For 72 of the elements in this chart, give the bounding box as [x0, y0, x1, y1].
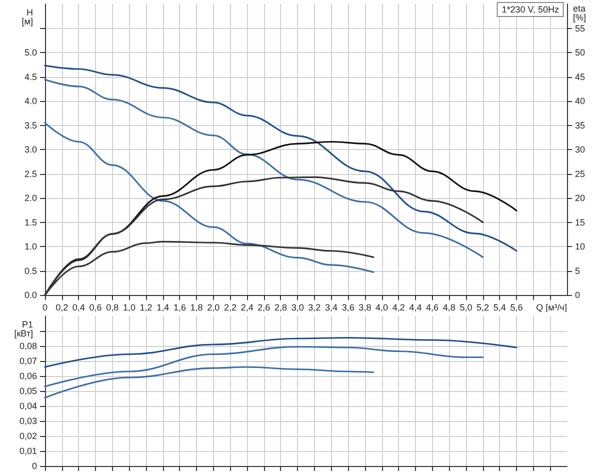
x-tick-label: 3,2 [308, 302, 321, 312]
y-tick-label: 2.5 [24, 168, 37, 179]
x-tick-label: 0,6 [89, 302, 102, 312]
x-tick-label: 5,6 [510, 302, 523, 312]
x-tick-label: 4,6 [426, 302, 439, 312]
y-tick-label: 4.0 [24, 96, 37, 106]
y-tick-label: 1.0 [24, 242, 37, 252]
x-tick-label: 3,4 [325, 302, 338, 312]
x-tick-label: 5,0 [460, 302, 472, 312]
y2-tick-label: 20 [575, 193, 586, 203]
chart-title: 1*230 V, 50Hz [502, 4, 560, 14]
x-tick-label: 1,2 [140, 302, 152, 312]
x-tick-label: 2,6 [258, 302, 270, 312]
y2-tick-label: 40 [575, 96, 586, 106]
line-series [44, 122, 374, 274]
x-tick-label: 1,0 [122, 302, 136, 312]
line-series [44, 346, 484, 388]
y-tick-label: 0.5 [24, 266, 37, 276]
y2-tick-label: 45 [575, 72, 586, 82]
line-series [44, 64, 518, 252]
x-tick-label: 3,6 [342, 302, 354, 312]
y-tick-label: 0 [32, 461, 37, 471]
x-tick-label: 5,4 [493, 302, 506, 312]
y2-tick-label: 55 [575, 23, 586, 34]
y-tick-label: 0,07 [19, 356, 37, 366]
x-tick-label: 3,8 [358, 302, 372, 312]
y-tick-label: 4.5 [24, 72, 37, 82]
line-series [44, 78, 484, 258]
y2-tick-label: 0 [575, 290, 580, 300]
y-tick-label: 3.0 [24, 144, 37, 154]
y-tick-label: 0,01 [19, 446, 37, 456]
y-axis-title: P1 [кВт] [14, 320, 33, 338]
x-tick-label: 4,0 [376, 302, 388, 312]
y-tick-label: 1.5 [24, 217, 37, 228]
y-tick-label: 0,06 [19, 371, 37, 381]
y-axis-title: H [м] [22, 8, 33, 26]
y-tick-label: 3.5 [24, 120, 37, 130]
y-tick-label: 5.0 [24, 48, 37, 58]
x-tick-label: 4,4 [409, 302, 422, 312]
y2-axis-title: eta [%] [573, 4, 586, 22]
x-tick-label: 0,8 [106, 302, 119, 312]
line-series [44, 366, 374, 399]
y-tick-label: 0,02 [19, 431, 37, 441]
y-tick-label: 0,03 [19, 416, 37, 426]
y2-tick-label: 10 [575, 242, 586, 252]
x-tick-label: 4,2 [392, 302, 405, 312]
y2-tick-label: 50 [575, 48, 586, 58]
x-axis-title: Q [м³/ч] [536, 302, 567, 312]
x-tick-label: 5,2 [476, 302, 490, 312]
y-tick-label: 0.0 [24, 290, 37, 300]
x-tick-label: 1,4 [156, 302, 170, 312]
x-tick-label: 0,2 [56, 302, 68, 312]
x-tick-label: 4,8 [442, 302, 456, 312]
x-tick-label: 0,4 [72, 302, 85, 312]
y2-tick-label: 25 [575, 168, 586, 179]
x-tick-label: 2,8 [274, 302, 287, 312]
x-tick-label: 0 [42, 302, 48, 312]
y-tick-label: 0,04 [19, 401, 37, 411]
x-tick-label: 2,0 [207, 302, 220, 312]
x-tick-label: 2,2 [224, 302, 236, 312]
x-tick-label: 3,0 [291, 302, 304, 312]
y-tick-label: 0,08 [19, 341, 37, 351]
y2-tick-label: 35 [575, 120, 586, 130]
x-tick-label: 2,4 [240, 302, 254, 312]
y2-tick-label: 15 [575, 217, 586, 228]
y-tick-label: 2.0 [24, 193, 37, 203]
y-tick-label: 0,05 [19, 386, 37, 396]
x-tick-label: 1,8 [190, 302, 203, 312]
line-series [44, 336, 518, 368]
x-tick-label: 1,6 [173, 302, 186, 312]
y2-tick-label: 30 [575, 144, 586, 154]
y2-tick-label: 5 [575, 266, 580, 276]
